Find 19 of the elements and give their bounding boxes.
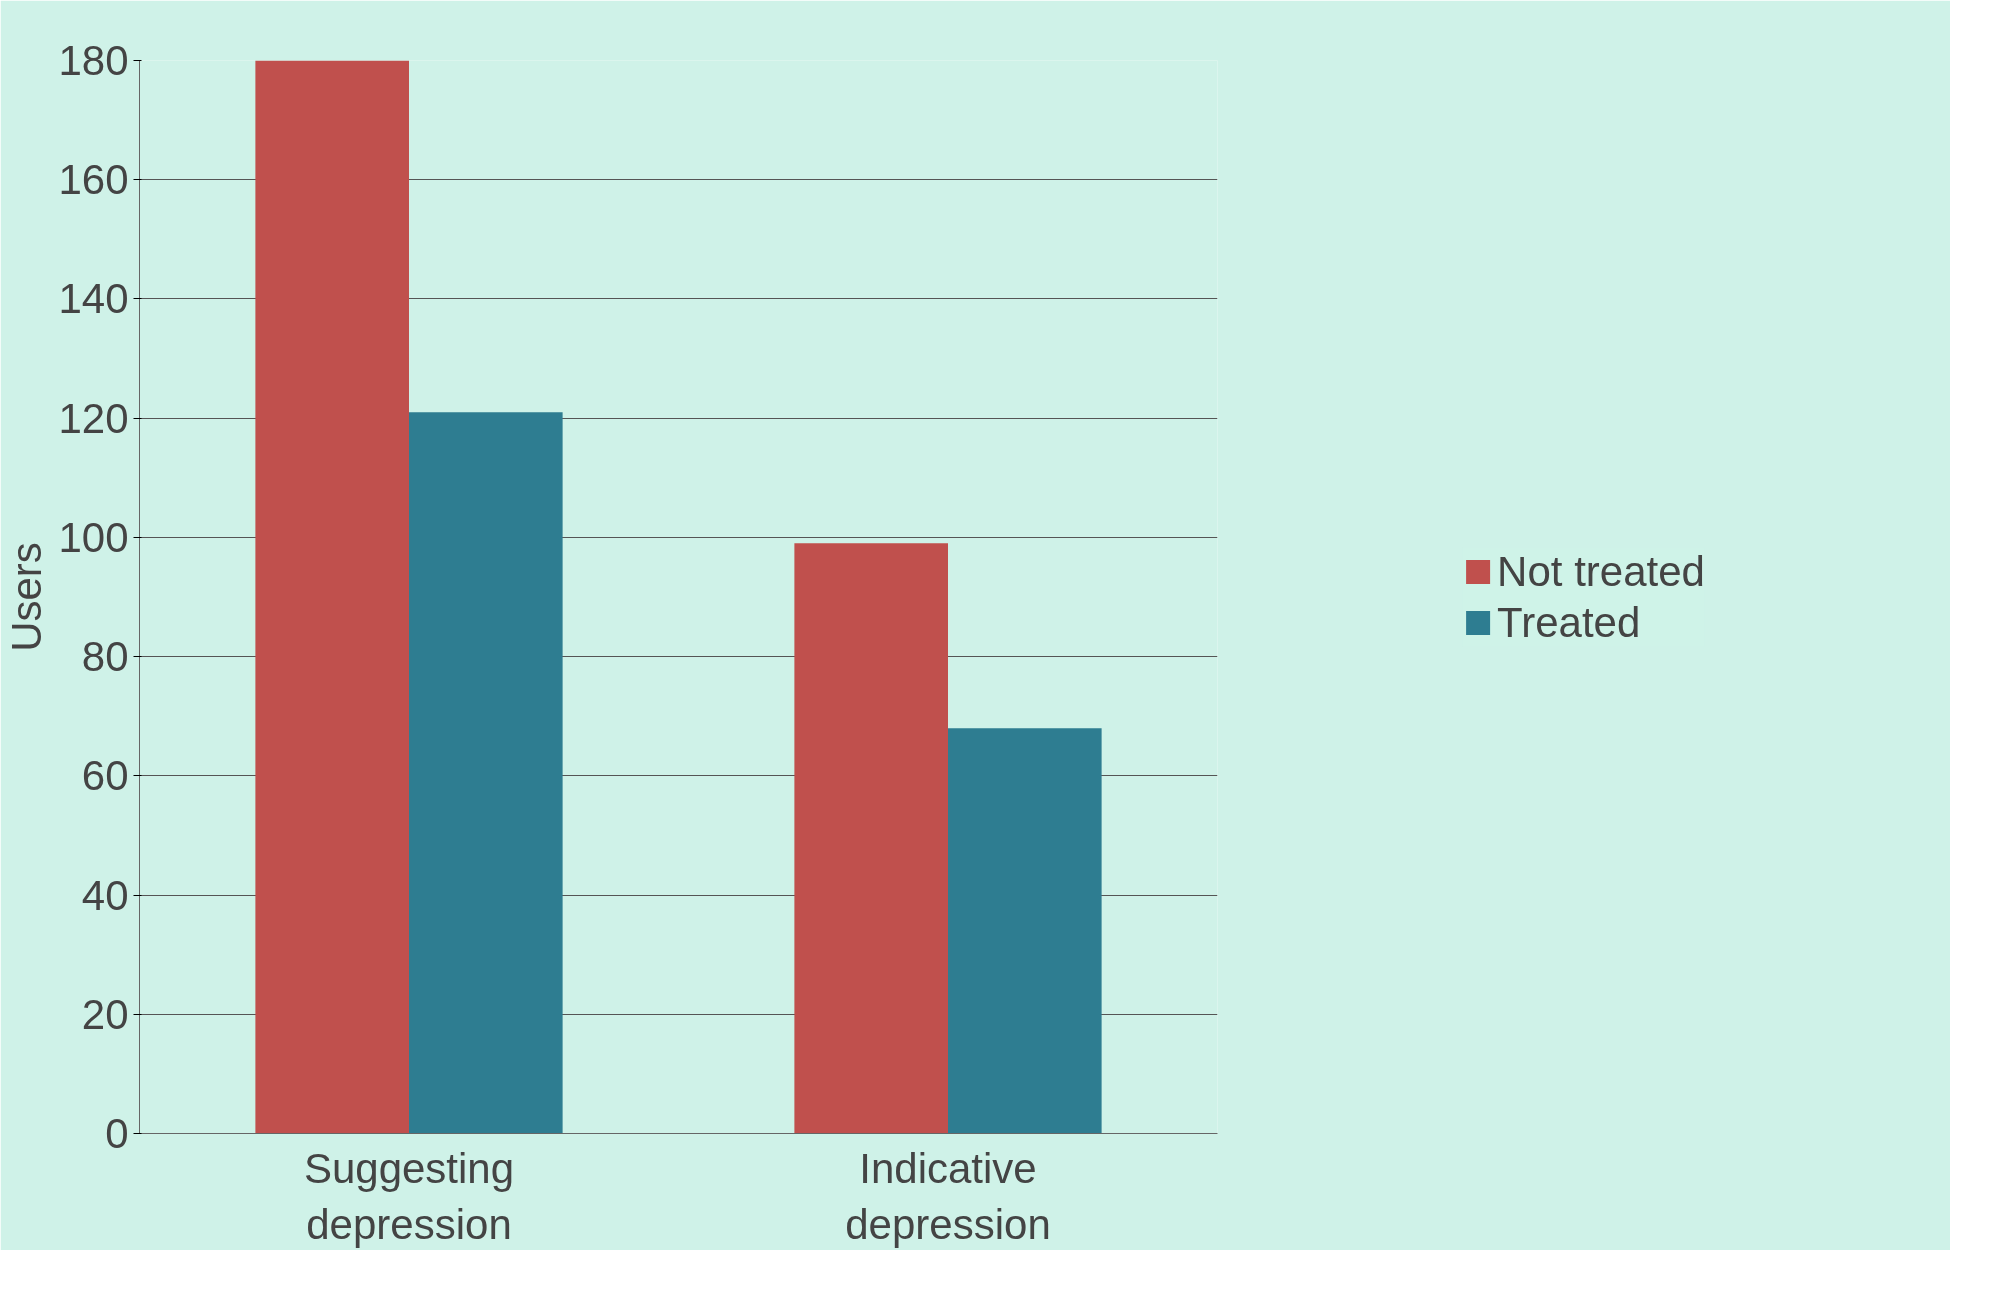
bar [794,543,948,1134]
y-tick-label: 80 [81,633,129,681]
y-axis-title: Users [3,542,51,652]
x-tick-label: Indicative depression [845,1144,1051,1248]
y-tick-label: 0 [105,1110,129,1157]
y-tick-label: 120 [58,394,129,442]
y-tick-label: 20 [81,990,129,1038]
legend-label: Treated [1497,598,1641,646]
y-tick-label: 40 [81,871,129,919]
bar [255,60,409,1134]
y-tick-label: 140 [58,275,129,323]
y-tick-label: 160 [58,156,129,204]
legend-label: Not treated [1497,547,1705,595]
bar [409,412,563,1134]
y-tick-label: 100 [58,513,129,561]
y-tick-label: 180 [58,37,129,84]
y-tick-label: 60 [81,752,129,800]
x-tick-label: Suggesting depression [303,1144,515,1248]
bar [948,728,1102,1134]
